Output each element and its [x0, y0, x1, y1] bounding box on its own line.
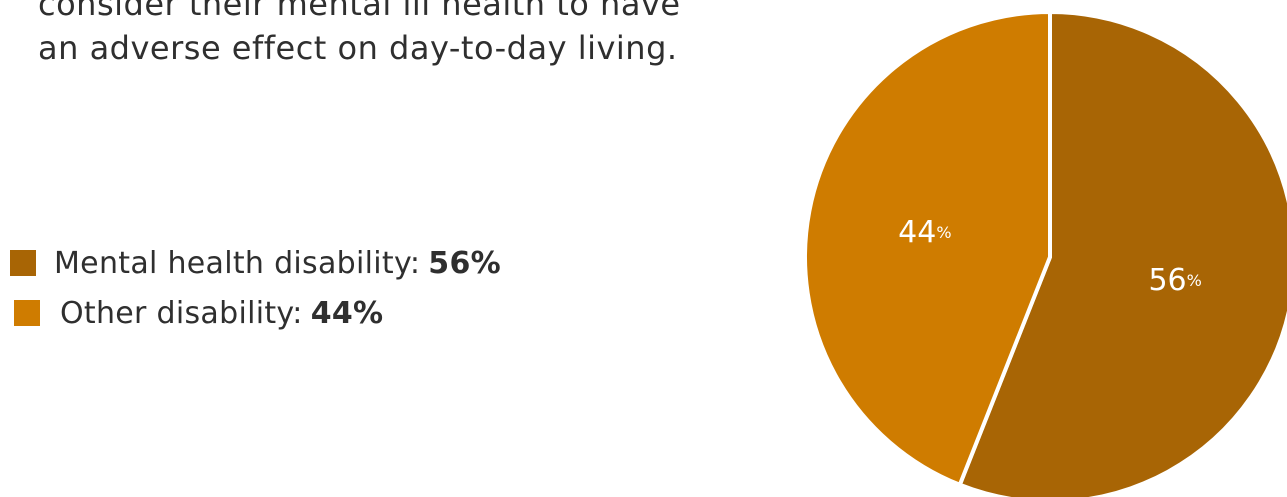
intro-text: consider their mental ill health to have…	[38, 0, 738, 70]
pie-slice-mental-health	[957, 10, 1287, 497]
intro-line-2: an adverse effect on day-to-day living.	[38, 29, 678, 67]
pie-slice-other	[803, 10, 1052, 487]
legend-swatch-other	[14, 300, 40, 326]
pie-label-other: 44%	[898, 215, 951, 250]
legend-item-mental-health: Mental health disability: 56%	[10, 238, 501, 288]
legend-label-other: Other disability:	[60, 295, 303, 331]
legend-value-mental-health: 56%	[428, 245, 501, 281]
legend-item-other: Other disability: 44%	[10, 288, 501, 338]
legend-swatch-mental-health	[10, 250, 36, 276]
legend-value-other: 44%	[310, 295, 384, 331]
pie-chart: 56% 44%	[803, 10, 1287, 497]
chart-legend: Mental health disability: 56% Other disa…	[10, 238, 501, 338]
pie-label-mental-health: 56%	[1148, 262, 1201, 297]
legend-label-mental-health: Mental health disability:	[54, 245, 421, 281]
intro-line-1: consider their mental ill health to have	[38, 0, 681, 23]
